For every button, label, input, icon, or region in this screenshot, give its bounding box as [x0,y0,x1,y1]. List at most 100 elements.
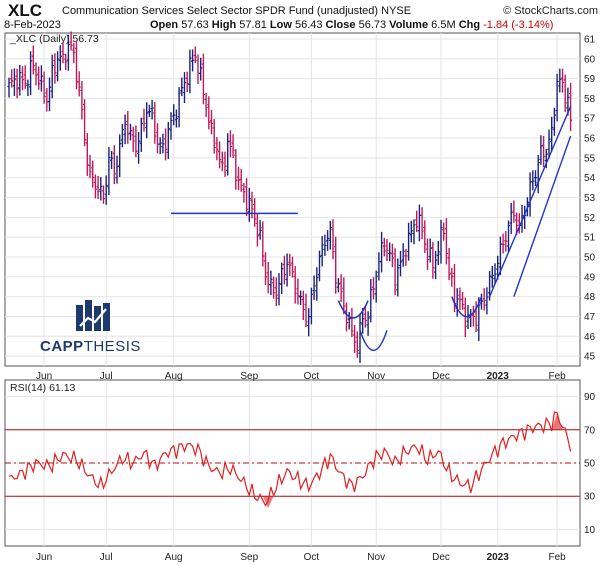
ohlc-bar [277,273,281,306]
ohlc-bar [99,177,103,201]
price-y-tick-label: 52 [584,213,596,224]
ohlc-bar [204,92,208,118]
close-value: 56.73 [358,19,387,31]
ohlc-bar [104,175,108,205]
ohlc-bar [299,290,303,306]
ohlc-bar [506,220,511,252]
ohlc-bar [234,149,238,190]
price-x-tick-label: Aug [165,371,183,382]
chart-date: 8-Feb-2023 [4,19,61,31]
ohlc-bar [412,219,416,245]
ohlc-bar [201,53,205,105]
open-label: Open [150,19,179,31]
ohlc-bar [245,178,249,216]
ohlc-bar [231,134,235,158]
ohlc-bar [23,65,27,89]
price-y-tick-label: 45 [584,352,596,363]
ohlc-bar [269,270,273,296]
ohlc-bar [172,104,176,126]
ohlc-bar [53,53,57,84]
ohlc-bar [415,210,419,233]
ohlc-bar [42,71,46,104]
price-y-tick-label: 47 [584,312,596,323]
ohlc-bar [501,233,505,254]
ohlc-bar [193,46,197,63]
ohlc-bar [328,220,332,250]
ohlc-bar [539,135,543,165]
ohlc-bar [331,219,335,260]
ohlc-bar [69,31,73,51]
ohlc-bar [485,287,489,315]
rsi-x-tick-label: Oct [304,552,320,563]
ohlc-bar [512,200,516,223]
ohlc-bar [312,275,316,300]
price-y-tick-label: 60 [584,54,596,65]
ohlc-bar [253,198,257,227]
ohlc-bar [177,87,181,128]
ohlc-bar [320,236,324,267]
capp-thesis-logo-text: CAPPTHESIS [40,338,141,355]
ohlc-bar [401,243,405,267]
ohlc-bar [371,277,376,300]
rsi-overbought-fill [551,413,563,430]
ohlc-bar [39,65,43,92]
ohlc-bar [482,288,486,311]
ohlc-bar [212,119,216,154]
ohlc-bar [493,263,497,284]
ohlc-bar [101,185,106,204]
ohlc-bar [533,170,538,187]
ohlc-bars [7,31,573,363]
rsi-y-tick-label: 30 [584,492,596,503]
rsi-y-tick-label: 70 [584,425,596,436]
cup-pattern-arc [359,330,388,351]
ohlc-bar [20,66,25,91]
ohlc-bar [358,313,362,363]
price-legend: _XLC (Daily) 56.73 [9,33,99,45]
rsi-x-tick-label: Nov [367,552,385,563]
ohlc-bar [301,290,305,321]
ohlc-bar [317,250,322,282]
ohlc-bar [166,121,170,159]
price-x-tick-label: 2023 [487,371,510,382]
ohlc-bar [37,66,41,90]
ohlc-bar [455,288,459,317]
rsi-y-tick-label: 50 [584,459,596,470]
ohlc-bar [431,242,435,279]
rsi-oversold-fill [262,496,274,508]
ohlc-bar [26,79,30,97]
ohlc-bar [150,99,154,120]
ohlc-bar [326,230,330,251]
ohlc-bar [261,221,265,267]
ohlc-bar [471,305,475,327]
ohlc-bar [369,279,373,323]
ohlc-bar [390,243,394,268]
ohlc-bar [436,241,440,266]
ohlc-bar [199,57,203,81]
ohlc-bar [112,145,116,185]
ohlc-bar [139,117,143,152]
ohlc-bar [64,53,68,70]
rsi-x-tick-label: Sep [240,552,258,563]
ohlc-bar [169,112,173,140]
ohlc-bar [425,238,430,270]
ohlc-bar [363,305,367,328]
ohlc-bar [45,87,49,112]
ohlc-bar [388,242,392,262]
rsi-y-tick-label: 10 [584,525,596,536]
cup-pattern-arc [337,300,369,319]
ohlc-bar [223,151,227,177]
ohlc-bar [304,293,308,328]
ohlc-bar [215,137,219,161]
ohlc-bar [528,172,532,217]
ohlc-bar [134,125,138,158]
ohlc-bar [185,71,189,92]
ohlc-bar [531,170,535,191]
ohlc-bar [509,203,513,234]
ohlc-bar [444,218,448,265]
ohlc-bar [145,102,149,139]
ohlc-bar [515,212,519,236]
ohlc-bar [263,252,268,286]
price-x-tick-label: Oct [304,371,320,382]
ohlc-bar [447,248,451,281]
